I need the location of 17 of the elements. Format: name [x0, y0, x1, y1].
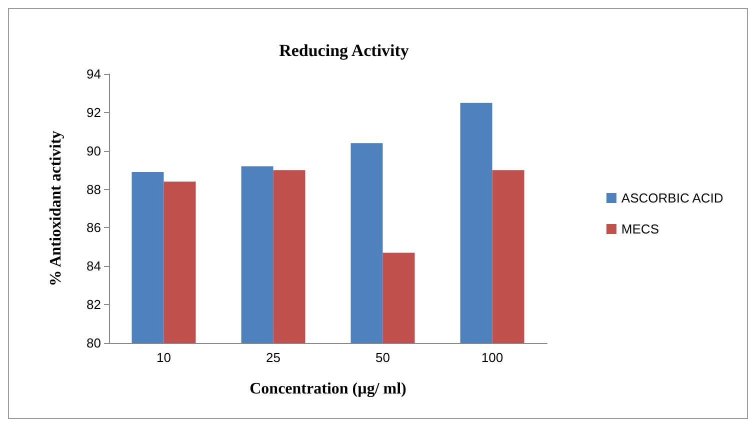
x-tick-label: 25 [266, 350, 280, 365]
y-tick-label: 88 [86, 182, 101, 197]
x-tick-label: 10 [156, 350, 171, 365]
x-tick-label: 100 [481, 350, 504, 365]
y-axis-title: % Antioxidant activity [48, 130, 64, 286]
legend-label: MECS [621, 222, 660, 236]
y-tick-label: 92 [86, 104, 101, 120]
x-axis-title: Concentration (µg/ ml) [250, 380, 406, 398]
y-tick-label: 80 [86, 336, 101, 350]
y-tick-label: 90 [86, 143, 101, 158]
legend-label: ASCORBIC ACID [621, 190, 724, 206]
y-tick-label: 84 [86, 258, 101, 274]
x-tick-label: 50 [376, 350, 390, 365]
chart-title: Reducing Activity [279, 41, 410, 60]
y-tick-label: 94 [86, 66, 101, 82]
y-tick-label: 86 [86, 220, 101, 236]
y-tick-label: 82 [86, 297, 101, 312]
